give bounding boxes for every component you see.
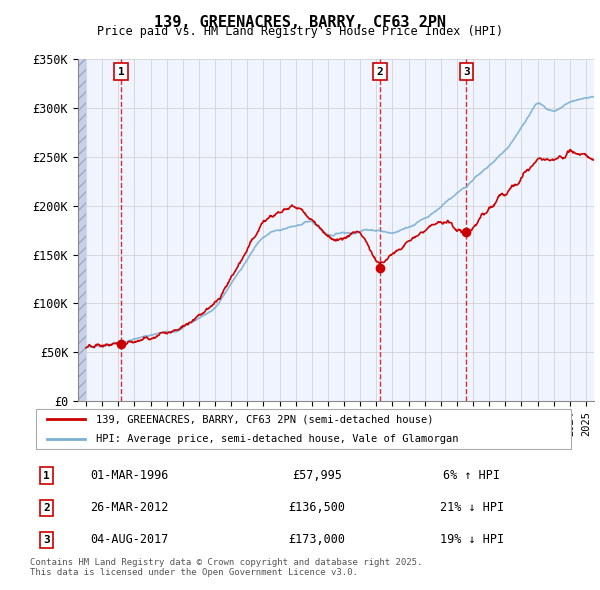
FancyBboxPatch shape (35, 409, 571, 449)
Text: 139, GREENACRES, BARRY, CF63 2PN: 139, GREENACRES, BARRY, CF63 2PN (154, 15, 446, 30)
Text: 26-MAR-2012: 26-MAR-2012 (90, 502, 169, 514)
Text: 6% ↑ HPI: 6% ↑ HPI (443, 469, 500, 482)
Text: £57,995: £57,995 (292, 469, 342, 482)
Text: 1: 1 (118, 67, 124, 77)
Text: 2: 2 (377, 67, 383, 77)
Text: 19% ↓ HPI: 19% ↓ HPI (440, 533, 503, 546)
Text: HPI: Average price, semi-detached house, Vale of Glamorgan: HPI: Average price, semi-detached house,… (96, 434, 459, 444)
Text: Price paid vs. HM Land Registry's House Price Index (HPI): Price paid vs. HM Land Registry's House … (97, 25, 503, 38)
Text: 04-AUG-2017: 04-AUG-2017 (90, 533, 169, 546)
Text: £173,000: £173,000 (289, 533, 346, 546)
Text: 1: 1 (43, 471, 50, 481)
Text: Contains HM Land Registry data © Crown copyright and database right 2025.
This d: Contains HM Land Registry data © Crown c… (30, 558, 422, 577)
Text: 3: 3 (43, 535, 50, 545)
Text: 01-MAR-1996: 01-MAR-1996 (90, 469, 169, 482)
Bar (78, 59, 86, 401)
Text: 2: 2 (43, 503, 50, 513)
Text: 139, GREENACRES, BARRY, CF63 2PN (semi-detached house): 139, GREENACRES, BARRY, CF63 2PN (semi-d… (96, 415, 434, 424)
Text: £136,500: £136,500 (289, 502, 346, 514)
Text: 3: 3 (463, 67, 470, 77)
Text: 21% ↓ HPI: 21% ↓ HPI (440, 502, 503, 514)
